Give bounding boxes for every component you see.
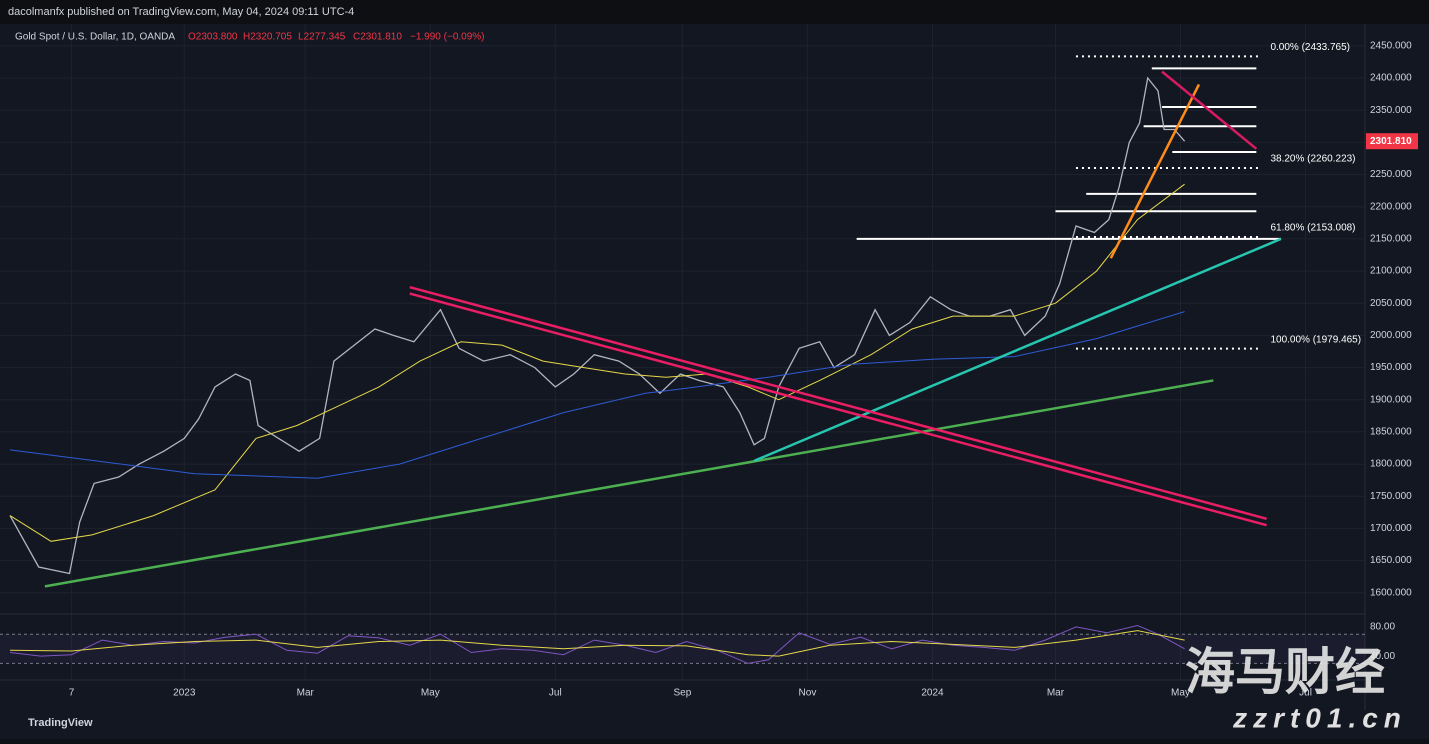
rsi-tick-label: 40.00 [1370, 651, 1395, 662]
moving-average [9, 311, 1185, 479]
fib-label: 100.00% (1979.465) [1270, 334, 1361, 345]
y-tick-label: 2100.000 [1370, 266, 1412, 277]
publisher: dacolmanfx published on TradingView.com,… [8, 6, 354, 18]
y-tick-label: 1950.000 [1370, 362, 1412, 373]
x-tick-label: Jul [549, 688, 562, 699]
ohlc-value: H2320.705 [243, 32, 292, 43]
y-tick-label: 1700.000 [1370, 523, 1412, 534]
trend-line [1109, 83, 1201, 259]
header-bar [0, 0, 1429, 24]
y-tick-label: 1800.000 [1370, 459, 1412, 470]
x-tick-label: May [421, 688, 440, 699]
symbol: Gold Spot / U.S. Dollar, 1D, OANDA [15, 32, 175, 43]
price-line [9, 76, 1186, 575]
trend-line [753, 237, 1282, 463]
trend-line [1161, 70, 1258, 150]
x-tick-label: Jul [1299, 688, 1312, 699]
x-tick-label: Mar [1047, 688, 1065, 699]
y-tick-label: 2450.000 [1370, 41, 1412, 52]
rsi-tick-label: 80.00 [1370, 622, 1395, 633]
x-tick-label: 2024 [921, 688, 944, 699]
trend-line [409, 285, 1267, 520]
y-tick-label: 1650.000 [1370, 555, 1412, 566]
x-tick-label: 7 [69, 688, 75, 699]
y-tick-label: 2050.000 [1370, 298, 1412, 309]
y-tick-label: 2350.000 [1370, 105, 1412, 116]
y-tick-label: 2400.000 [1370, 73, 1412, 84]
fib-label: 61.80% (2153.008) [1270, 223, 1355, 234]
last-price-label: 2301.810 [1370, 136, 1412, 147]
y-tick-label: 2150.000 [1370, 234, 1412, 245]
footer-logo: TradingView [28, 717, 93, 729]
y-tick-label: 1900.000 [1370, 394, 1412, 405]
x-tick-label: May [1171, 688, 1190, 699]
rsi-line [9, 624, 1185, 664]
x-tick-label: Sep [674, 688, 692, 699]
y-tick-label: 1850.000 [1370, 427, 1412, 438]
ohlc-value: L2277.345 [298, 32, 346, 43]
y-tick-label: 2000.000 [1370, 330, 1412, 341]
x-tick-label: 2023 [173, 688, 196, 699]
x-tick-label: Mar [297, 688, 315, 699]
moving-average [9, 183, 1185, 542]
watermark: 海马财经 [1185, 644, 1385, 700]
x-tick-label: Nov [799, 688, 817, 699]
rsi-band [0, 634, 1365, 664]
watermark-url: zzrt01.cn [1232, 702, 1407, 733]
trend-line [409, 292, 1267, 527]
ohlc-value: C2301.810 [353, 32, 402, 43]
last-price-tag [1366, 133, 1418, 150]
fib-label: 38.20% (2260.223) [1270, 154, 1355, 165]
change: −1.990 (−0.09%) [410, 32, 485, 43]
y-tick-label: 2250.000 [1370, 169, 1412, 180]
ohlc-value: O2303.800 [188, 32, 238, 43]
trend-line [44, 379, 1214, 588]
rsi-ma [9, 630, 1185, 657]
y-tick-label: 2200.000 [1370, 201, 1412, 212]
fib-label: 0.00% (2433.765) [1270, 42, 1350, 53]
y-tick-label: 1750.000 [1370, 491, 1412, 502]
y-tick-label: 1600.000 [1370, 587, 1412, 598]
